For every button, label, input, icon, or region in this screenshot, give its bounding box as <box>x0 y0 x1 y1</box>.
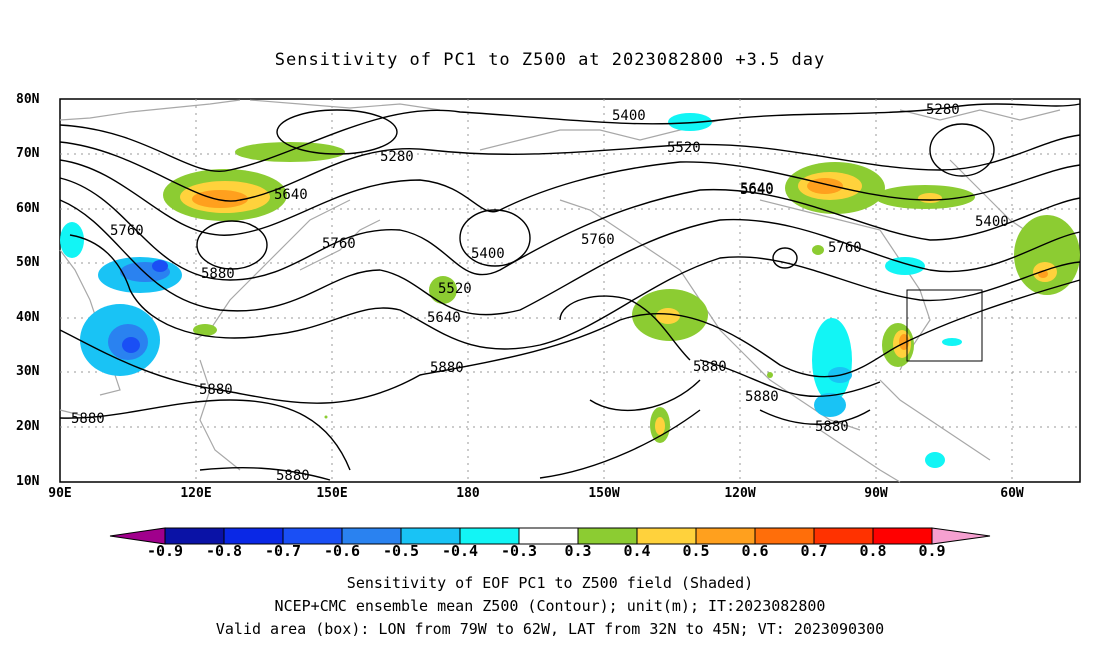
contour-label: 5640 <box>740 182 774 198</box>
contour-label: 5880 <box>201 266 235 282</box>
lat-label: 80N <box>16 92 40 107</box>
colorbar-label: -0.7 <box>264 542 302 560</box>
lon-label: 180 <box>456 486 480 501</box>
lat-label: 10N <box>16 474 40 489</box>
contour-label: 5880 <box>430 360 464 376</box>
colorbar-label: -0.8 <box>205 542 243 560</box>
colorbar-label: 0.6 <box>741 542 769 560</box>
contour-label: 5880 <box>276 468 310 484</box>
lat-label: 50N <box>16 255 40 270</box>
colorbar-label: 0.8 <box>859 542 887 560</box>
lat-label: 70N <box>16 146 40 161</box>
contour-label: 5640 <box>427 310 461 326</box>
contour-label: 5520 <box>667 140 701 156</box>
lat-label: 40N <box>16 310 40 325</box>
colorbar-label: -0.3 <box>500 542 538 560</box>
caption-line-1: Sensitivity of EOF PC1 to Z500 field (Sh… <box>346 574 754 592</box>
colorbar <box>109 527 991 545</box>
contour-label: 5520 <box>438 281 472 297</box>
lon-label: 90W <box>864 486 888 501</box>
contour-label: 5760 <box>581 232 615 248</box>
contour-label: 5760 <box>828 240 862 256</box>
contour-label-group: 5400 5280 5520 5640 5760 5880 5400 5640 … <box>71 102 1009 484</box>
lon-label: 150W <box>588 486 620 501</box>
contour-label: 5880 <box>693 359 727 375</box>
caption-line-3: Valid area (box): LON from 79W to 62W, L… <box>215 620 885 638</box>
colorbar-label: 0.9 <box>918 542 946 560</box>
contour-label: 5880 <box>199 382 233 398</box>
lon-label: 120W <box>724 486 756 501</box>
lon-label: 120E <box>180 486 212 501</box>
contour-label: 5880 <box>71 411 105 427</box>
contour-label: 5760 <box>322 236 356 252</box>
colorbar-label: -0.6 <box>323 542 361 560</box>
colorbar-label: 0.5 <box>682 542 710 560</box>
colorbar-label: -0.9 <box>146 542 184 560</box>
contour-label: 5280 <box>926 102 960 118</box>
contour-label: 5760 <box>110 223 144 239</box>
contour-label: 5280 <box>380 149 414 165</box>
page-title: Sensitivity of PC1 to Z500 at 2023082800… <box>274 50 826 70</box>
caption-line-2: NCEP+CMC ensemble mean Z500 (Contour); u… <box>274 597 826 615</box>
colorbar-label: -0.5 <box>382 542 420 560</box>
valid-area-box <box>906 289 983 362</box>
lat-label: 20N <box>16 419 40 434</box>
lat-label: 30N <box>16 364 40 379</box>
colorbar-label: -0.4 <box>441 542 479 560</box>
contour-label: 5880 <box>745 389 779 405</box>
contour-label: 5640 <box>274 187 308 203</box>
colorbar-label: 0.3 <box>564 542 592 560</box>
colorbar-label: 0.7 <box>800 542 828 560</box>
colorbar-label: 0.4 <box>623 542 651 560</box>
lon-label: 150E <box>316 486 348 501</box>
lon-label: 60W <box>1000 486 1024 501</box>
lon-label: 90E <box>48 486 72 501</box>
colorbar-arrow-right <box>931 527 991 545</box>
contour-label: 5880 <box>815 419 849 435</box>
contour-label: 5400 <box>612 108 646 124</box>
lat-label: 60N <box>16 201 40 216</box>
sensitivity-shading <box>60 113 1080 468</box>
contour-label: 5640 <box>740 181 774 197</box>
contour-label: 5400 <box>975 214 1009 230</box>
z500-contours <box>59 103 1081 481</box>
contour-label: 5400 <box>471 246 505 262</box>
